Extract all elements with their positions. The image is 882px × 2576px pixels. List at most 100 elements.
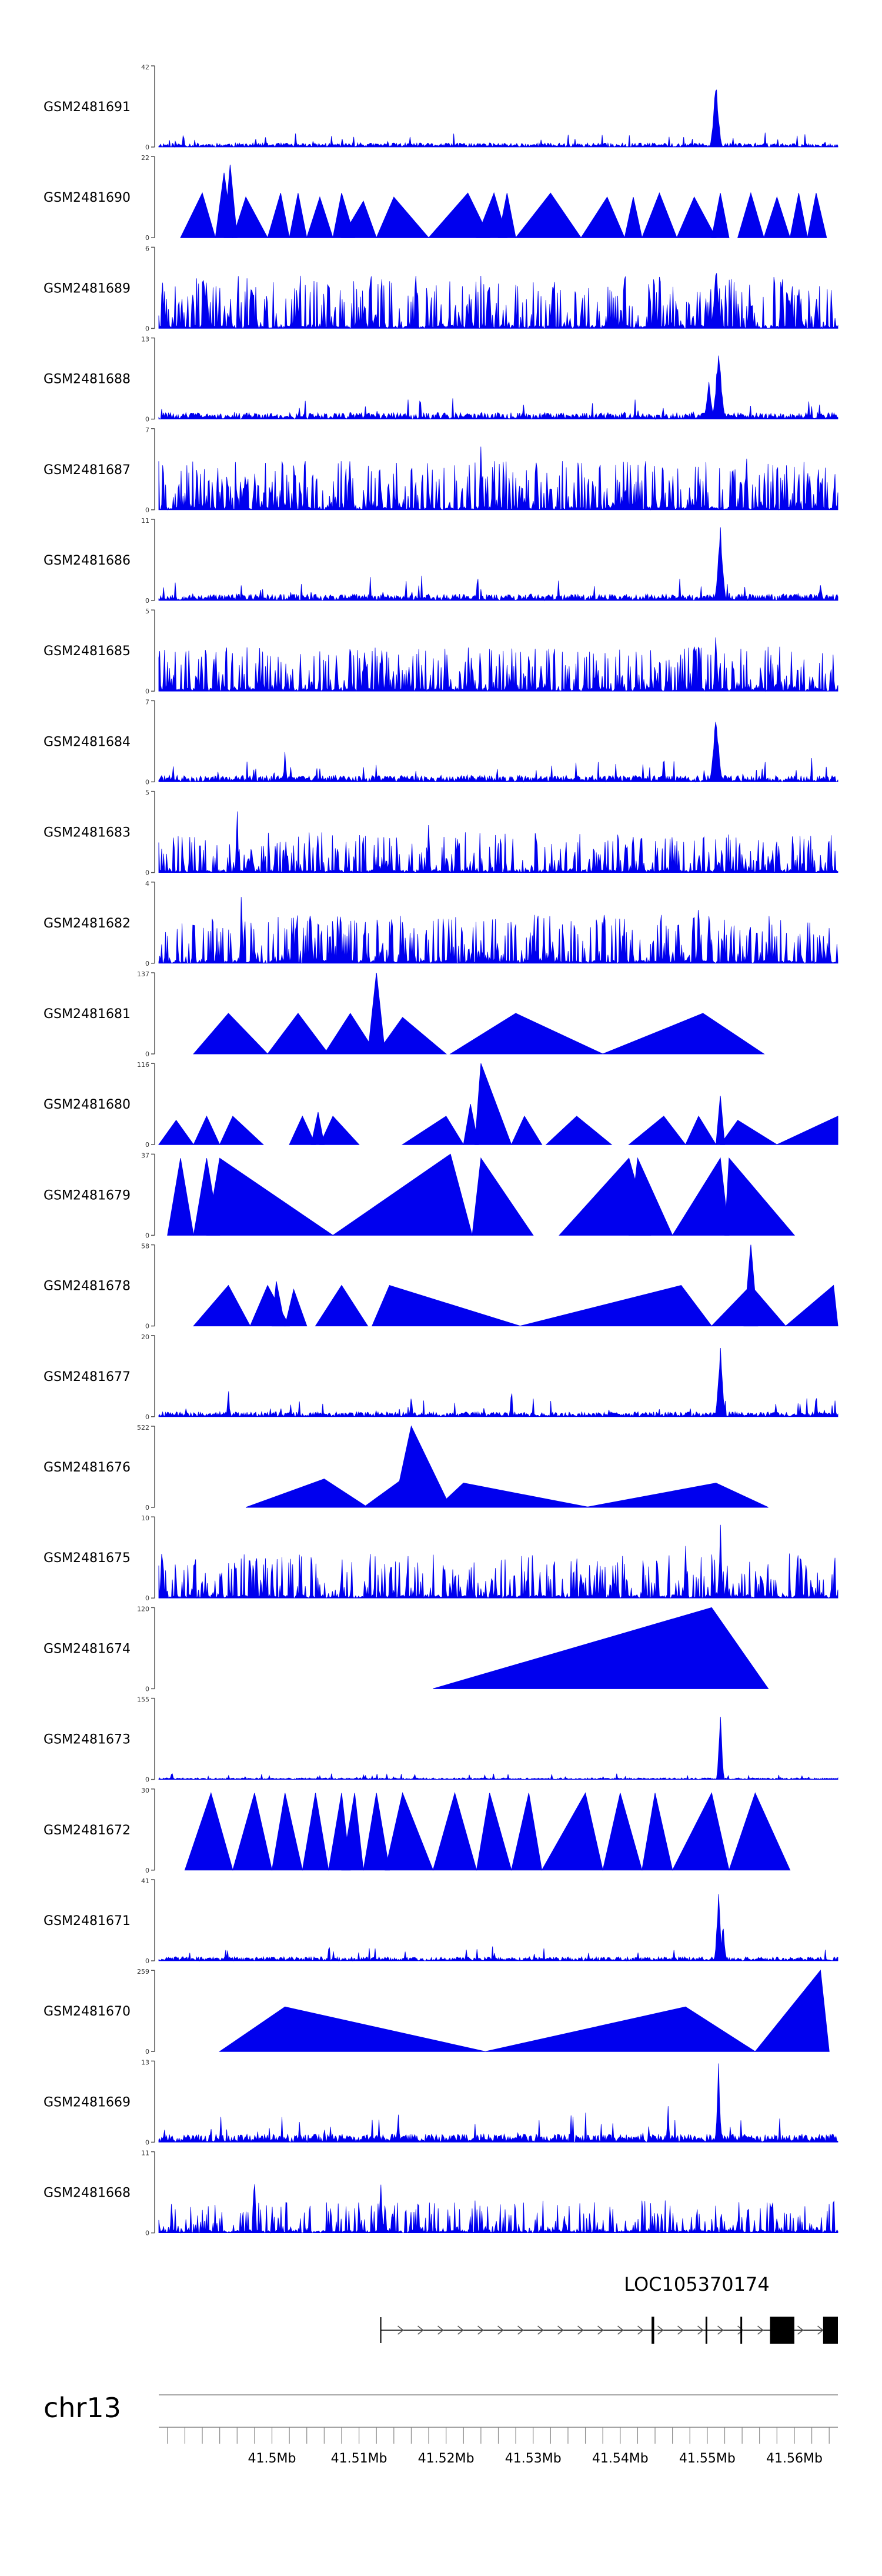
strand-arrow-icon [817,2325,824,2335]
coverage-peak [541,1792,603,1871]
coverage-signal [158,1524,838,1599]
track-label: GSM2481691 [44,100,131,115]
coverage-peak [367,972,386,1055]
coverage-peak [807,193,827,238]
coverage-peak [685,1115,717,1145]
y-axis-max-label: 58 [141,1243,149,1250]
y-axis-zero-label: 0 [145,778,149,786]
track-GSM2481678: GSM2481678 58 0 [44,1243,838,1330]
coverage-peak [184,1792,233,1871]
y-axis-zero-label: 0 [145,144,149,151]
coverage-peak [193,1115,220,1145]
coverage-signal [158,811,838,874]
coverage-peak [310,1112,325,1145]
coverage-peak [789,193,808,238]
strand-arrow-icon [577,2325,584,2335]
track-label: GSM2481676 [44,1460,131,1475]
strand-arrow-icon [597,2325,604,2335]
coverage-peak [267,1013,329,1055]
genome-axis: chr13 41.5Mb 41.51Mb 41.52Mb 41.53Mb 41.54Mb… [44,2392,838,2466]
y-axis-zero-label: 0 [145,597,149,605]
coverage-peak [180,192,216,238]
y-axis-max-label: 22 [141,154,149,162]
track-GSM2481688: GSM2481688 13 0 [44,336,838,423]
y-axis-zero-label: 0 [145,325,149,332]
gene-exon [823,2317,838,2344]
track-GSM2481674: GSM2481674 120 0 [44,1605,769,1693]
coverage-peak [510,1115,543,1145]
coverage-peak [585,1483,769,1508]
track-GSM2481679: GSM2481679 37 0 [44,1152,796,1239]
coverage-peak [323,1013,377,1055]
track-label: GSM2481669 [44,2095,131,2110]
coverage-peak [642,192,677,238]
coverage-peak [784,1284,838,1327]
coverage-peak [449,1013,603,1055]
strand-arrow-icon [677,2325,684,2335]
coverage-peak [511,1793,543,1871]
coverage-signal [158,1894,838,1962]
strand-arrow-icon [417,2325,424,2335]
coverage-peak [158,1119,195,1145]
track-GSM2481687: GSM2481687 7 0 [44,426,838,514]
coverage-peak [754,1969,830,2052]
coverage-peak [463,1104,479,1145]
gene-name-label: LOC105370174 [624,2273,769,2295]
coverage-peak [432,1791,477,1871]
y-axis-zero-label: 0 [145,506,149,514]
strand-arrow-icon [557,2325,564,2335]
strand-arrow-icon [397,2325,404,2335]
coverage-peak [302,1793,329,1871]
track-label: GSM2481679 [44,1188,131,1203]
coverage-peak [341,200,377,238]
track-label: GSM2481690 [44,191,131,205]
gene-track: LOC105370174 [380,2273,838,2344]
coverage-peak [193,1284,251,1327]
strand-arrow-icon [637,2325,644,2335]
y-axis-max-label: 11 [141,2150,149,2157]
axis-tick-label: 41.56Mb [766,2451,823,2466]
y-axis-zero-label: 0 [145,688,149,695]
chromosome-label: chr13 [44,2392,121,2424]
coverage-peak [603,1013,765,1055]
track-GSM2481686: GSM2481686 11 0 [44,517,838,605]
y-axis-zero-label: 0 [145,1413,149,1421]
strand-arrow-icon [477,2325,484,2335]
y-axis-zero-label: 0 [145,2048,149,2056]
coverage-peak [427,192,490,238]
coverage-peak [602,1793,643,1871]
axis-tick-label: 41.55Mb [679,2451,736,2466]
coverage-peak [232,196,268,238]
y-axis-max-label: 155 [137,1696,149,1704]
coverage-peak [720,1120,779,1145]
coverage-peak [285,1288,308,1327]
coverage-peak [763,196,791,238]
y-axis-max-label: 13 [141,2058,149,2066]
y-axis-zero-label: 0 [145,1685,149,1693]
strand-arrow-icon [497,2325,504,2335]
y-axis-max-label: 7 [145,426,149,434]
coverage-signal [158,2184,838,2234]
coverage-signal [158,446,838,511]
track-label: GSM2481673 [44,1733,131,1747]
track-GSM2481677: GSM2481677 20 0 [44,1333,838,1421]
coverage-peak [332,1153,473,1236]
y-axis-zero-label: 0 [145,1776,149,1784]
gene-exon [705,2317,707,2344]
coverage-peak [393,1425,451,1508]
strand-arrow-icon [657,2325,664,2335]
y-axis-zero-label: 0 [145,2230,149,2237]
track-GSM2481671: GSM2481671 41 0 [44,1877,838,1965]
y-axis-zero-label: 0 [145,1141,149,1149]
y-axis-zero-label: 0 [145,1957,149,1965]
axis-tick-label: 41.52Mb [418,2451,475,2466]
track-GSM2481672: GSM2481672 30 0 [44,1787,791,1874]
track-GSM2481681: GSM2481681 137 0 [44,970,765,1058]
coverage-peak [476,1793,512,1871]
coverage-peak [628,1116,686,1145]
coverage-peak [167,1158,194,1236]
y-axis-zero-label: 0 [145,1050,149,1058]
y-axis-max-label: 41 [141,1877,149,1885]
coverage-peak [363,1793,390,1871]
